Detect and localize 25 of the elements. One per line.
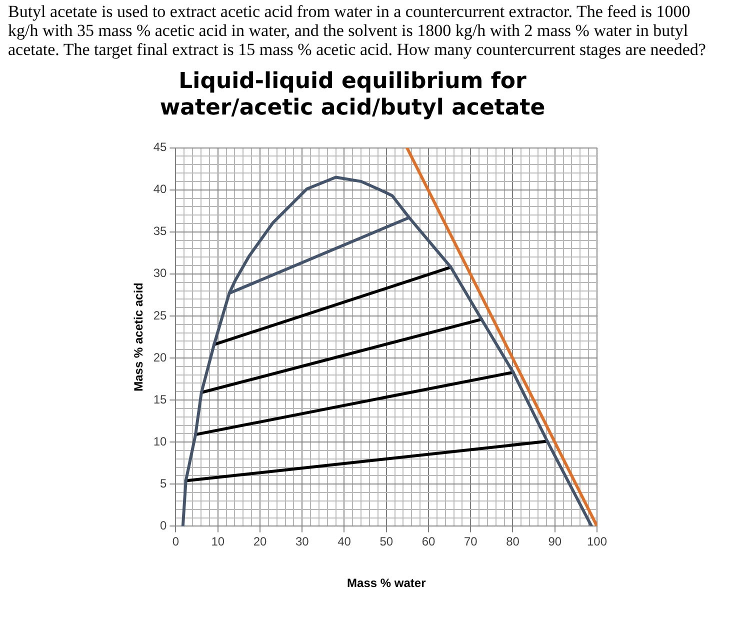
x-axis-title: Mass % water	[347, 576, 426, 590]
x-tick-label: 0	[172, 534, 180, 549]
x-tick-label: 30	[295, 534, 310, 549]
x-tick-label: 80	[506, 534, 520, 549]
text: Butyl acetate is used to extract acetic acid from water in a countercurrent extractor. The feed is 1000 kg/h with 35 mass % acetic acid in water, and the solvent is 1800 kg/h with 2 mass % water in butyl acetate. The target final extract is 15 mass % acetic acid. How many countercurrent stages are needed?	[8, 2, 707, 59]
y-axis-title: Mass % acetic acid	[132, 282, 146, 392]
x-tick-label: 20	[253, 534, 267, 549]
y-tick-label: 15	[153, 392, 168, 406]
y-tick-label: 45	[153, 140, 168, 154]
y-tick-label: 0	[160, 518, 168, 533]
x-tick-label: 70	[464, 534, 478, 549]
x-tick-label: 60	[422, 534, 436, 549]
y-tick-label: 35	[153, 224, 168, 238]
y-tick-label: 30	[153, 266, 168, 280]
x-tick-label: 40	[338, 534, 352, 549]
x-tick-label: 100	[586, 534, 608, 549]
x-tick-label: 50	[380, 534, 394, 549]
y-tick-label: 20	[153, 350, 168, 364]
x-tick-label: 90	[548, 534, 562, 549]
y-tick-label: 5	[160, 476, 168, 490]
y-tick-label: 25	[153, 308, 168, 322]
y-tick-label: 40	[153, 182, 168, 196]
y-tick-label: 10	[153, 434, 168, 448]
chart-title: Liquid-liquid equilibrium for water/acetic acid/butyl acetate	[160, 68, 546, 120]
x-tick-label: 10	[211, 534, 225, 549]
